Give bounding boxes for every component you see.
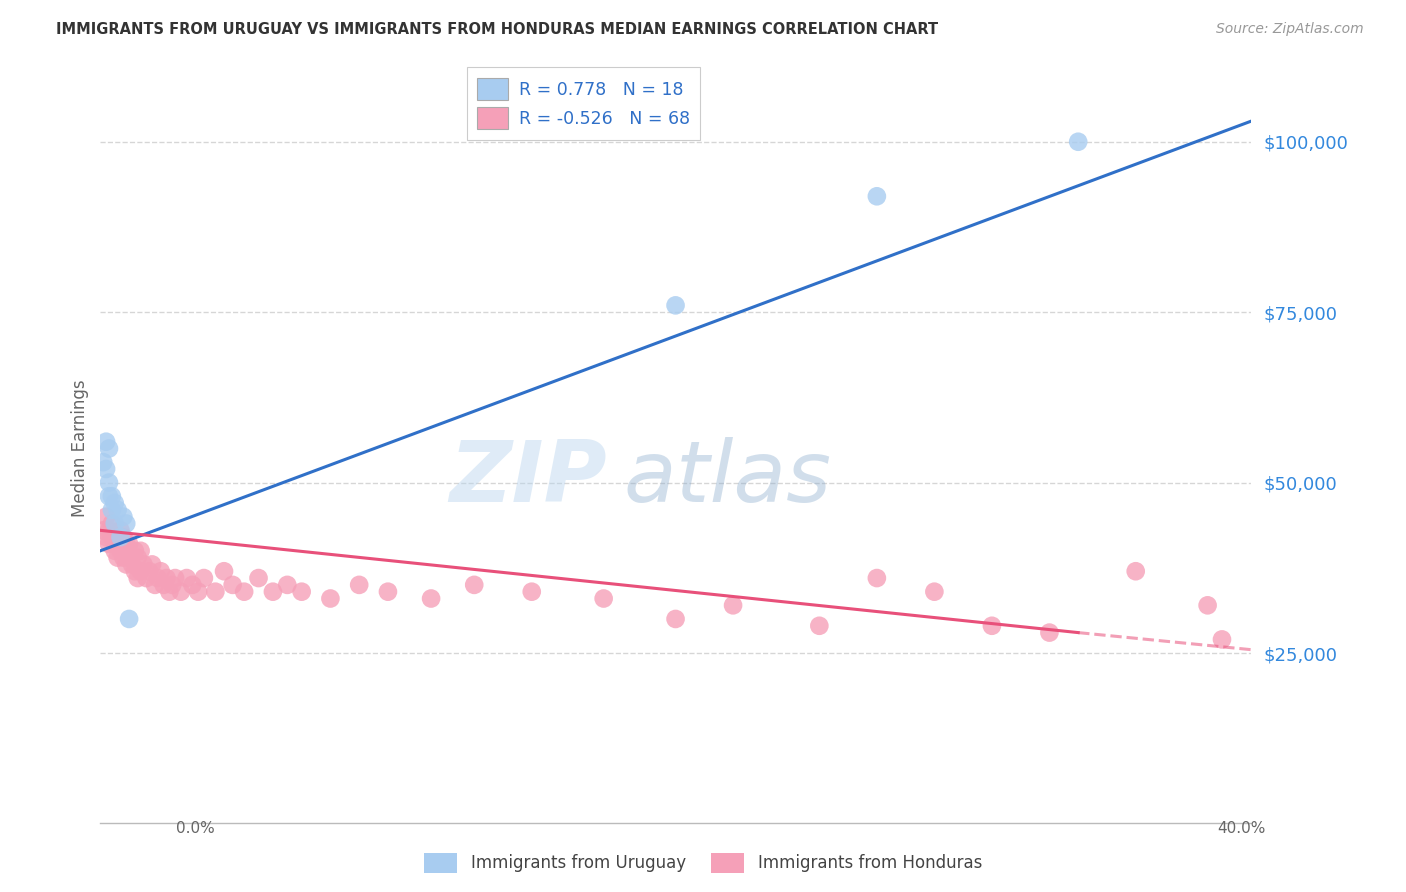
- Point: [463, 578, 485, 592]
- Point: [155, 571, 177, 585]
- Point: [319, 591, 342, 606]
- Point: [176, 571, 198, 585]
- Point: [866, 571, 889, 585]
- Point: [193, 571, 215, 585]
- Point: [94, 509, 117, 524]
- Point: [101, 489, 124, 503]
- Point: [110, 543, 132, 558]
- Point: [107, 503, 129, 517]
- Point: [98, 524, 121, 538]
- Point: [112, 509, 135, 524]
- Point: [115, 537, 138, 551]
- Point: [187, 584, 209, 599]
- Point: [115, 558, 138, 572]
- Point: [420, 591, 443, 606]
- Point: [247, 571, 270, 585]
- Point: [107, 550, 129, 565]
- Point: [138, 564, 160, 578]
- Text: 0.0%: 0.0%: [176, 821, 215, 836]
- Point: [112, 530, 135, 544]
- Text: Source: ZipAtlas.com: Source: ZipAtlas.com: [1216, 22, 1364, 37]
- Point: [181, 578, 204, 592]
- Point: [664, 612, 686, 626]
- Point: [1197, 599, 1219, 613]
- Point: [110, 524, 132, 538]
- Point: [377, 584, 399, 599]
- Point: [347, 578, 370, 592]
- Point: [129, 543, 152, 558]
- Point: [204, 584, 226, 599]
- Point: [101, 503, 124, 517]
- Point: [118, 612, 141, 626]
- Point: [115, 516, 138, 531]
- Point: [1211, 632, 1233, 647]
- Text: atlas: atlas: [624, 437, 832, 520]
- Point: [94, 530, 117, 544]
- Point: [152, 578, 174, 592]
- Point: [110, 530, 132, 544]
- Point: [98, 537, 121, 551]
- Point: [127, 571, 149, 585]
- Point: [1067, 135, 1090, 149]
- Point: [1125, 564, 1147, 578]
- Point: [162, 578, 184, 592]
- Point: [233, 584, 256, 599]
- Point: [94, 462, 117, 476]
- Point: [129, 564, 152, 578]
- Point: [124, 564, 146, 578]
- Point: [104, 543, 127, 558]
- Point: [121, 558, 143, 572]
- Point: [101, 516, 124, 531]
- Text: IMMIGRANTS FROM URUGUAY VS IMMIGRANTS FROM HONDURAS MEDIAN EARNINGS CORRELATION : IMMIGRANTS FROM URUGUAY VS IMMIGRANTS FR…: [56, 22, 938, 37]
- Text: 40.0%: 40.0%: [1218, 821, 1265, 836]
- Point: [98, 475, 121, 490]
- Point: [262, 584, 284, 599]
- Point: [808, 619, 831, 633]
- Point: [127, 550, 149, 565]
- Point: [132, 558, 155, 572]
- Point: [149, 564, 172, 578]
- Point: [91, 524, 114, 538]
- Point: [924, 584, 946, 599]
- Point: [91, 455, 114, 469]
- Point: [157, 584, 180, 599]
- Point: [98, 442, 121, 456]
- Point: [118, 537, 141, 551]
- Point: [664, 298, 686, 312]
- Point: [721, 599, 744, 613]
- Legend: R = 0.778   N = 18, R = -0.526   N = 68: R = 0.778 N = 18, R = -0.526 N = 68: [467, 67, 700, 140]
- Point: [276, 578, 298, 592]
- Point: [101, 530, 124, 544]
- Legend: Immigrants from Uruguay, Immigrants from Honduras: Immigrants from Uruguay, Immigrants from…: [418, 847, 988, 880]
- Point: [104, 516, 127, 531]
- Point: [170, 584, 193, 599]
- Text: ZIP: ZIP: [449, 437, 606, 520]
- Point: [520, 584, 543, 599]
- Point: [124, 543, 146, 558]
- Point: [221, 578, 243, 592]
- Point: [104, 496, 127, 510]
- Point: [143, 578, 166, 592]
- Point: [146, 571, 169, 585]
- Point: [94, 434, 117, 449]
- Point: [165, 571, 187, 585]
- Point: [141, 558, 163, 572]
- Point: [980, 619, 1002, 633]
- Point: [212, 564, 235, 578]
- Point: [107, 530, 129, 544]
- Point: [592, 591, 614, 606]
- Point: [291, 584, 314, 599]
- Point: [98, 489, 121, 503]
- Y-axis label: Median Earnings: Median Earnings: [72, 380, 89, 517]
- Point: [1038, 625, 1060, 640]
- Point: [866, 189, 889, 203]
- Point: [135, 571, 157, 585]
- Point: [104, 537, 127, 551]
- Point: [112, 550, 135, 565]
- Point: [118, 550, 141, 565]
